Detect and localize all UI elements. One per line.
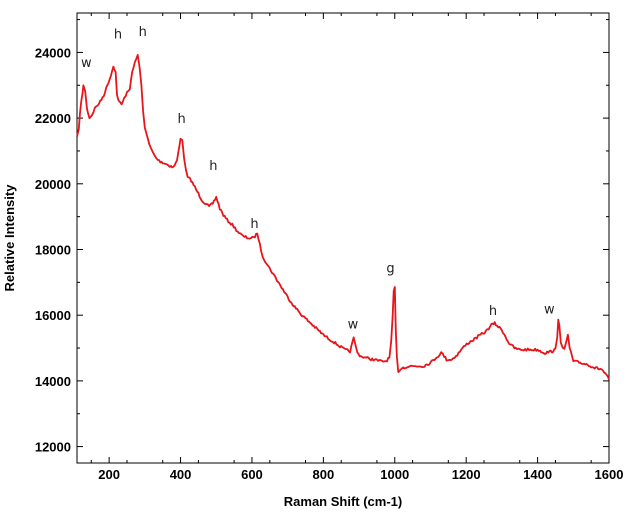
y-tick-label: 20000 [35,177,71,192]
peak-label: w [348,317,359,332]
x-axis-ticks: 200 400 600 800 1000 1200 1400 1600 [90,13,624,482]
y-tick-label: 24000 [35,45,71,60]
y-tick-label: 16000 [35,308,71,323]
x-tick-label: 600 [241,467,263,482]
y-tick-label: 22000 [35,111,71,126]
x-tick-label: 200 [98,467,120,482]
peak-label: g [386,261,394,276]
x-tick-label: 400 [170,467,192,482]
plot-frame [76,12,610,464]
x-tick-label: 1600 [595,467,624,482]
peak-label: w [81,56,92,71]
peak-label: h [114,28,122,43]
spectrum-line [76,54,610,380]
peak-label: h [139,25,147,40]
y-tick-label: 14000 [35,374,71,389]
x-tick-label: 1400 [523,467,552,482]
x-tick-label: 800 [313,467,335,482]
y-tick-label: 12000 [35,440,71,455]
y-axis-title: Relative Intensity [2,184,17,292]
y-axis-ticks: 12000 14000 16000 18000 20000 22000 24000 [35,19,609,455]
peak-label: h [209,159,217,174]
peak-label: w [544,303,555,318]
peak-label: h [489,304,497,319]
x-tick-label: 1200 [452,467,481,482]
peak-label: h [177,112,185,127]
peak-annotations: w h h h h h w g h w [81,25,555,332]
x-axis-title: Raman Shift (cm-1) [284,494,402,509]
y-tick-label: 18000 [35,242,71,257]
peak-label: h [250,217,258,232]
x-tick-label: 1000 [380,467,409,482]
